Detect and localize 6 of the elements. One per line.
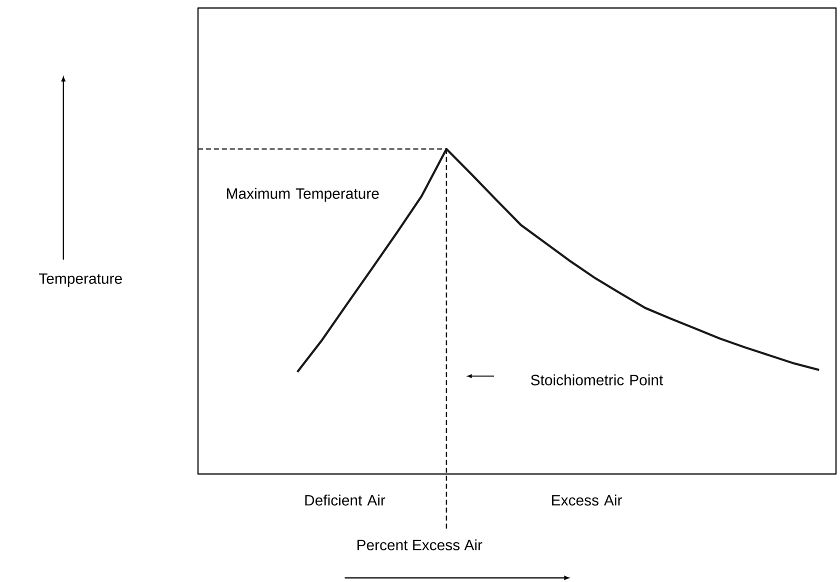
text: Excess Air bbox=[552, 494, 622, 506]
text: Temperature bbox=[38, 273, 122, 287]
annotation: Stoichiometric Point bbox=[530, 374, 664, 386]
annotation: Maximum Temperature bbox=[227, 188, 379, 202]
text: Deficient Air bbox=[305, 494, 386, 506]
x-axis-title: Percent Excess Air bbox=[357, 539, 482, 550]
